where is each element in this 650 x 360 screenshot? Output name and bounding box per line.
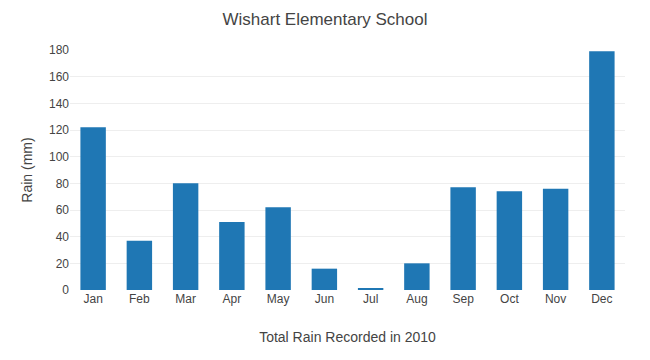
svg-text:Feb: Feb: [129, 292, 150, 306]
svg-text:80: 80: [56, 177, 70, 191]
svg-text:Total Rain Recorded in 2010: Total Rain Recorded in 2010: [259, 329, 436, 345]
svg-text:Sep: Sep: [452, 292, 474, 306]
svg-text:Apr: Apr: [223, 292, 242, 306]
svg-text:0: 0: [62, 283, 69, 297]
svg-text:Jan: Jan: [83, 292, 102, 306]
svg-text:Mar: Mar: [175, 292, 196, 306]
svg-text:140: 140: [49, 97, 69, 111]
svg-text:May: May: [267, 292, 290, 306]
svg-text:Jun: Jun: [315, 292, 334, 306]
svg-text:Dec: Dec: [591, 292, 612, 306]
svg-text:40: 40: [56, 230, 70, 244]
svg-text:Aug: Aug: [406, 292, 427, 306]
svg-text:Rain (mm): Rain (mm): [19, 137, 35, 202]
svg-text:Wishart Elementary School: Wishart Elementary School: [222, 10, 427, 29]
svg-text:160: 160: [49, 70, 69, 84]
svg-text:20: 20: [56, 257, 70, 271]
svg-text:Oct: Oct: [500, 292, 519, 306]
svg-text:60: 60: [56, 203, 70, 217]
svg-text:180: 180: [49, 43, 69, 57]
svg-text:Nov: Nov: [545, 292, 566, 306]
svg-text:120: 120: [49, 123, 69, 137]
svg-text:Jul: Jul: [363, 292, 378, 306]
svg-text:100: 100: [49, 150, 69, 164]
